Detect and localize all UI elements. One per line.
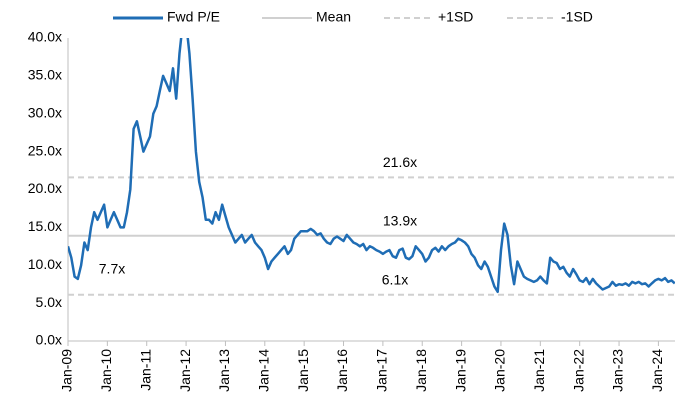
annotation: 7.7x: [99, 261, 125, 277]
x-tick-label: Jan-17: [374, 349, 390, 392]
x-tick-label: Jan-21: [531, 349, 547, 392]
legend: Fwd P/E Mean +1SD -1SD: [113, 9, 593, 25]
x-tick-label: Jan-24: [649, 349, 665, 392]
x-tick-label: Jan-14: [256, 349, 272, 392]
y-tick-label: 5.0x: [36, 294, 62, 310]
y-tick-label: 30.0x: [28, 104, 62, 120]
y-tick-label: 40.0x: [28, 29, 62, 45]
legend-label: Fwd P/E: [167, 9, 220, 25]
y-tick-label: 10.0x: [28, 256, 62, 272]
y-tick-label: 35.0x: [28, 67, 62, 83]
reference-label: 6.1x: [382, 271, 408, 287]
reference-label: 13.9x: [383, 212, 417, 228]
x-tick-label: Jan-16: [334, 349, 350, 392]
x-tick-label: Jan-19: [452, 349, 468, 392]
x-tick-label: Jan-09: [59, 349, 75, 392]
reference-label: 21.6x: [383, 154, 417, 170]
x-tick-label: Jan-23: [610, 349, 626, 392]
x-tick-label: Jan-22: [570, 349, 586, 392]
x-tick-label: Jan-13: [216, 349, 232, 392]
legend-label: Mean: [316, 9, 351, 25]
x-tick-label: Jan-12: [177, 349, 193, 392]
y-tick-label: 20.0x: [28, 180, 62, 196]
legend-label: -1SD: [561, 9, 593, 25]
series-line: [68, 38, 675, 294]
y-tick-label: 0.0x: [36, 332, 62, 348]
y-tick-label: 25.0x: [28, 142, 62, 158]
legend-label: +1SD: [438, 9, 473, 25]
x-tick-label: Jan-15: [295, 349, 311, 392]
x-tick-label: Jan-10: [98, 349, 114, 392]
x-tick-label: Jan-11: [137, 349, 153, 391]
y-tick-label: 15.0x: [28, 218, 62, 234]
x-tick-label: Jan-18: [413, 349, 429, 392]
x-tick-label: Jan-20: [492, 349, 508, 392]
